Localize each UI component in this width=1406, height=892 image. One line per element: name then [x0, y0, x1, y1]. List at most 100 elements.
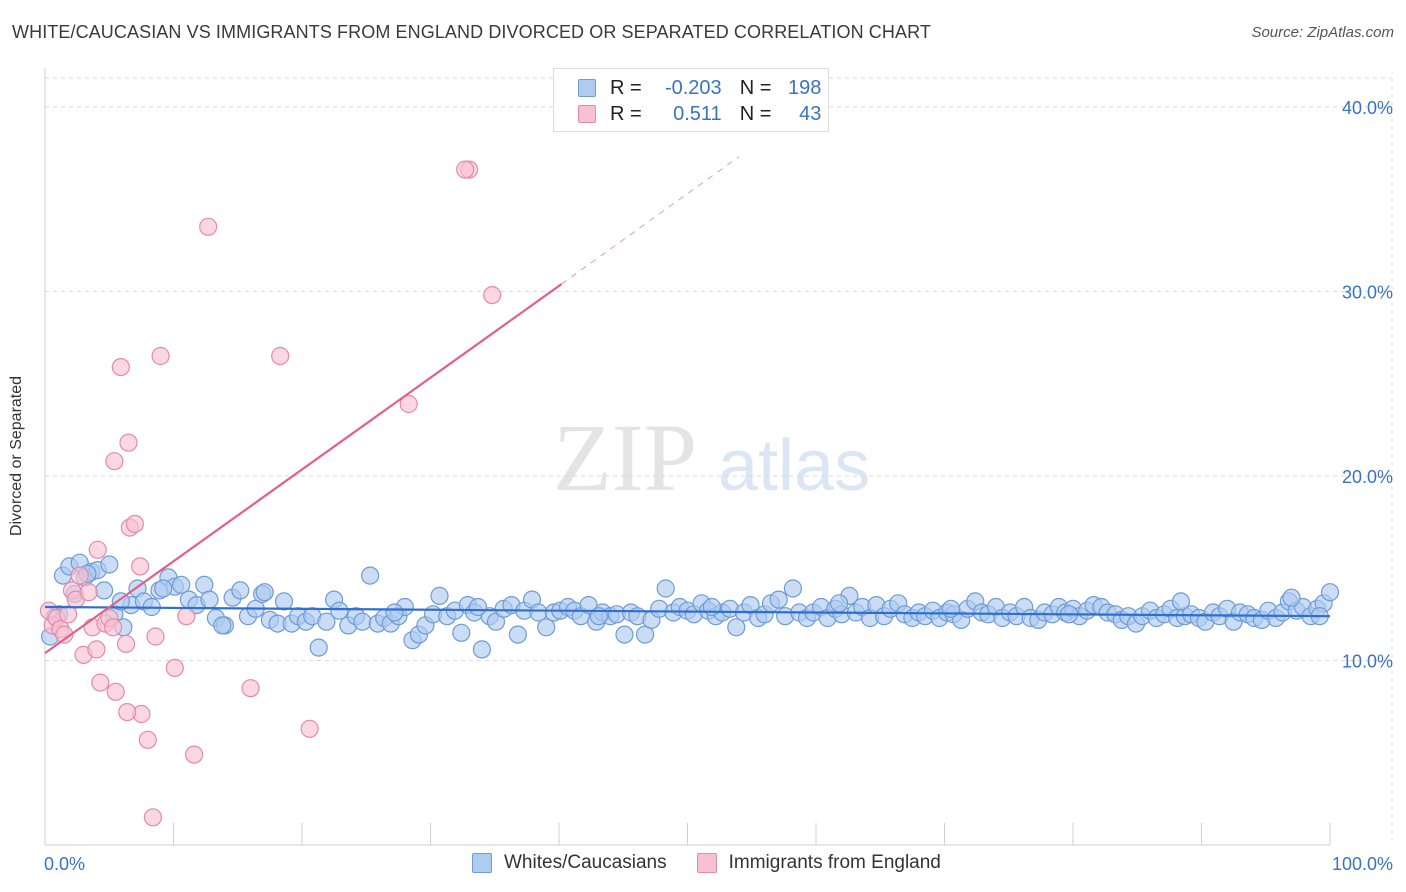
point-england — [165, 658, 184, 678]
point-england — [300, 719, 319, 738]
point-england — [125, 514, 144, 534]
legend-swatch-england — [696, 853, 717, 873]
chart-title: WHITE/CAUCASIAN VS IMMIGRANTS FROM ENGLA… — [12, 22, 931, 42]
y-tick-label: 10.0% — [1342, 651, 1393, 671]
point-england — [70, 566, 89, 585]
point-whites — [361, 566, 380, 585]
point-england — [58, 605, 78, 624]
legend-r-label: R = — [610, 102, 642, 125]
point-whites — [656, 579, 675, 598]
legend-swatch-whites — [472, 853, 492, 873]
point-england — [483, 286, 502, 305]
point-whites — [200, 590, 219, 609]
trendline-whites — [44, 605, 1331, 618]
legend-n-label: N = — [739, 102, 772, 125]
point-england — [199, 217, 218, 236]
watermark: ZIP atlas — [553, 404, 870, 511]
source-credit: Source: ZipAtlas.com — [1251, 24, 1394, 41]
point-whites — [508, 625, 528, 644]
legend-swatch-whites — [578, 79, 596, 97]
point-whites — [829, 594, 849, 613]
point-england — [88, 540, 107, 559]
point-england — [271, 346, 290, 366]
legend-item-england[interactable]: Immigrants from England — [696, 852, 941, 874]
legend-item-whites[interactable]: Whites/Caucasians — [472, 852, 667, 874]
legend-row-england: R = 0.511 N = 43 — [578, 101, 821, 127]
trendline-england-extension — [561, 156, 740, 285]
point-england — [55, 625, 74, 644]
y-axis-label: Divorced or Separated — [8, 375, 25, 537]
point-england — [87, 640, 106, 659]
point-england — [241, 679, 260, 698]
point-whites — [452, 623, 471, 642]
legend-label-england: Immigrants from England — [728, 852, 941, 873]
x-tick-label: 0.0% — [44, 854, 85, 874]
point-england — [151, 346, 170, 366]
watermark-zip: ZIP — [553, 404, 697, 511]
point-whites — [468, 597, 488, 617]
point-england — [177, 607, 196, 626]
series-legend: Whites/Caucasians Immigrants from Englan… — [472, 852, 971, 874]
legend-row-whites: R = -0.203 N = 198 — [578, 75, 821, 101]
data-points — [39, 160, 1340, 827]
point-whites — [702, 597, 722, 617]
point-whites — [1320, 583, 1340, 602]
point-england — [106, 682, 125, 701]
point-whites — [255, 583, 274, 602]
point-england — [79, 583, 98, 602]
point-whites — [1171, 592, 1191, 611]
point-whites — [385, 603, 404, 622]
point-whites — [727, 618, 746, 637]
point-whites — [537, 618, 556, 637]
point-england — [91, 673, 110, 692]
legend-r-value: 0.511 — [673, 102, 722, 125]
point-england — [111, 358, 130, 377]
point-england — [456, 160, 475, 179]
legend-n-value: 198 — [788, 76, 822, 99]
point-england — [119, 433, 138, 452]
point-whites — [274, 592, 294, 611]
point-england — [131, 557, 150, 576]
legend-r-value: -0.203 — [664, 76, 722, 99]
point-whites — [309, 638, 328, 657]
y-tick-label: 30.0% — [1342, 282, 1393, 302]
point-england — [103, 618, 123, 637]
point-whites — [94, 581, 114, 600]
point-whites — [1282, 588, 1301, 607]
y-tick-label: 40.0% — [1342, 98, 1393, 118]
series-whites — [40, 553, 1340, 659]
legend-r-label: R = — [610, 76, 642, 99]
point-england — [116, 634, 136, 654]
point-england — [143, 808, 162, 827]
point-england — [146, 627, 165, 646]
legend-n-value: 43 — [799, 102, 822, 125]
point-whites — [317, 612, 336, 631]
point-whites — [430, 586, 449, 606]
point-england — [118, 702, 137, 722]
point-whites — [231, 581, 250, 600]
point-whites — [783, 579, 803, 598]
grid-lines — [45, 70, 1393, 845]
point-england — [185, 745, 204, 764]
point-england — [399, 394, 418, 414]
point-whites — [154, 579, 173, 598]
y-tick-label: 20.0% — [1342, 467, 1393, 487]
legend-n-label: N = — [739, 76, 772, 99]
x-tick-label: 100.0% — [1332, 854, 1393, 874]
axes — [44, 68, 1331, 846]
tick-labels: 10.0% 20.0% 30.0% 40.0% 0.0% 100.0% — [44, 98, 1393, 874]
point-whites — [172, 575, 191, 594]
watermark-atlas: atlas — [718, 426, 870, 506]
point-whites — [330, 601, 349, 620]
point-england — [138, 730, 157, 749]
point-whites — [100, 555, 119, 574]
point-whites — [213, 616, 232, 635]
trend-lines — [44, 156, 1331, 654]
point-whites — [472, 640, 491, 659]
series-england — [39, 160, 502, 827]
legend-swatch-england — [578, 105, 596, 123]
correlation-legend: R = -0.203 N = 198 R = 0.511 N = 43 — [553, 68, 829, 132]
point-whites — [353, 612, 372, 631]
point-whites — [769, 590, 788, 609]
